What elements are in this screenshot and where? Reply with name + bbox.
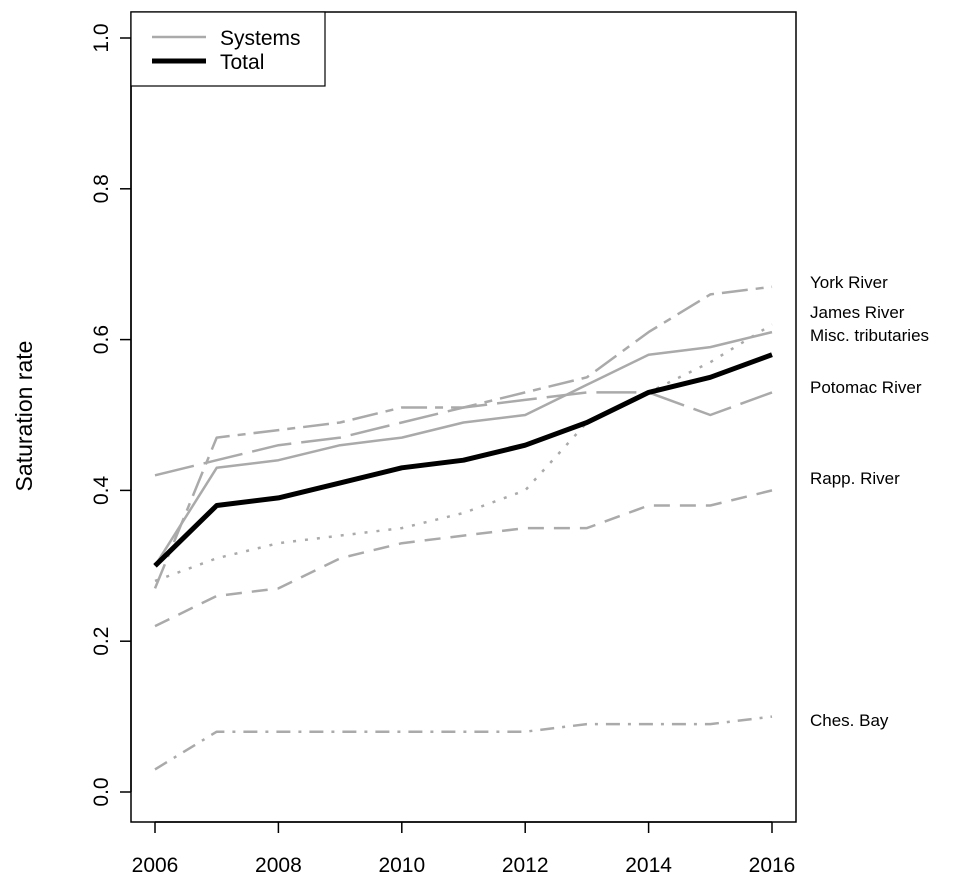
legend-label-systems: Systems	[220, 27, 301, 50]
legend: Systems Total	[130, 11, 326, 87]
y-tick-label-0-0: 0.0	[90, 777, 113, 806]
x-tick-label-2014: 2014	[625, 854, 672, 877]
series-label-potomac-river: Potomac River	[810, 378, 922, 397]
x-tick-label-2010: 2010	[378, 854, 425, 877]
y-axis: 0.0 0.2 0.4 0.6 0.8 1.0	[90, 23, 132, 807]
y-tick-label-0-6: 0.6	[90, 325, 113, 354]
series-line-rapp-river	[154, 489, 773, 628]
series-line-total	[153, 352, 773, 568]
plot-frame	[130, 11, 797, 823]
series-line-york-river	[153, 285, 773, 589]
x-tick-label-2006: 2006	[132, 854, 179, 877]
series-labels: York River James River Misc. tributaries Po…	[810, 273, 929, 730]
x-tick-label-2008: 2008	[255, 854, 302, 877]
y-axis-title: Saturation rate	[11, 341, 37, 492]
x-axis: 2006 2008 2010 2012 2014 2016	[132, 821, 796, 877]
series-line-potomac-river	[154, 391, 773, 477]
legend-box	[130, 11, 326, 87]
x-tick-label-2016: 2016	[749, 854, 796, 877]
x-tick-label-2012: 2012	[502, 854, 549, 877]
series-label-misc-tributaries: Misc. tributaries	[810, 326, 929, 345]
series-label-ches-bay: Ches. Bay	[810, 711, 889, 730]
series-line-misc-tributaries	[153, 330, 773, 567]
series-label-rapp-river: Rapp. River	[810, 469, 900, 488]
y-tick-label-0-8: 0.8	[90, 174, 113, 203]
y-tick-label-0-2: 0.2	[90, 627, 113, 656]
y-tick-label-0-4: 0.4	[90, 475, 113, 505]
series-line-james-river	[154, 323, 773, 583]
series-label-york-river: York River	[810, 273, 888, 292]
y-tick-label-1-0: 1.0	[90, 23, 113, 52]
series-layer	[153, 285, 773, 771]
series-label-james-river: James River	[810, 303, 905, 322]
series-line-ches-bay	[154, 715, 773, 771]
legend-label-total: Total	[220, 51, 264, 74]
